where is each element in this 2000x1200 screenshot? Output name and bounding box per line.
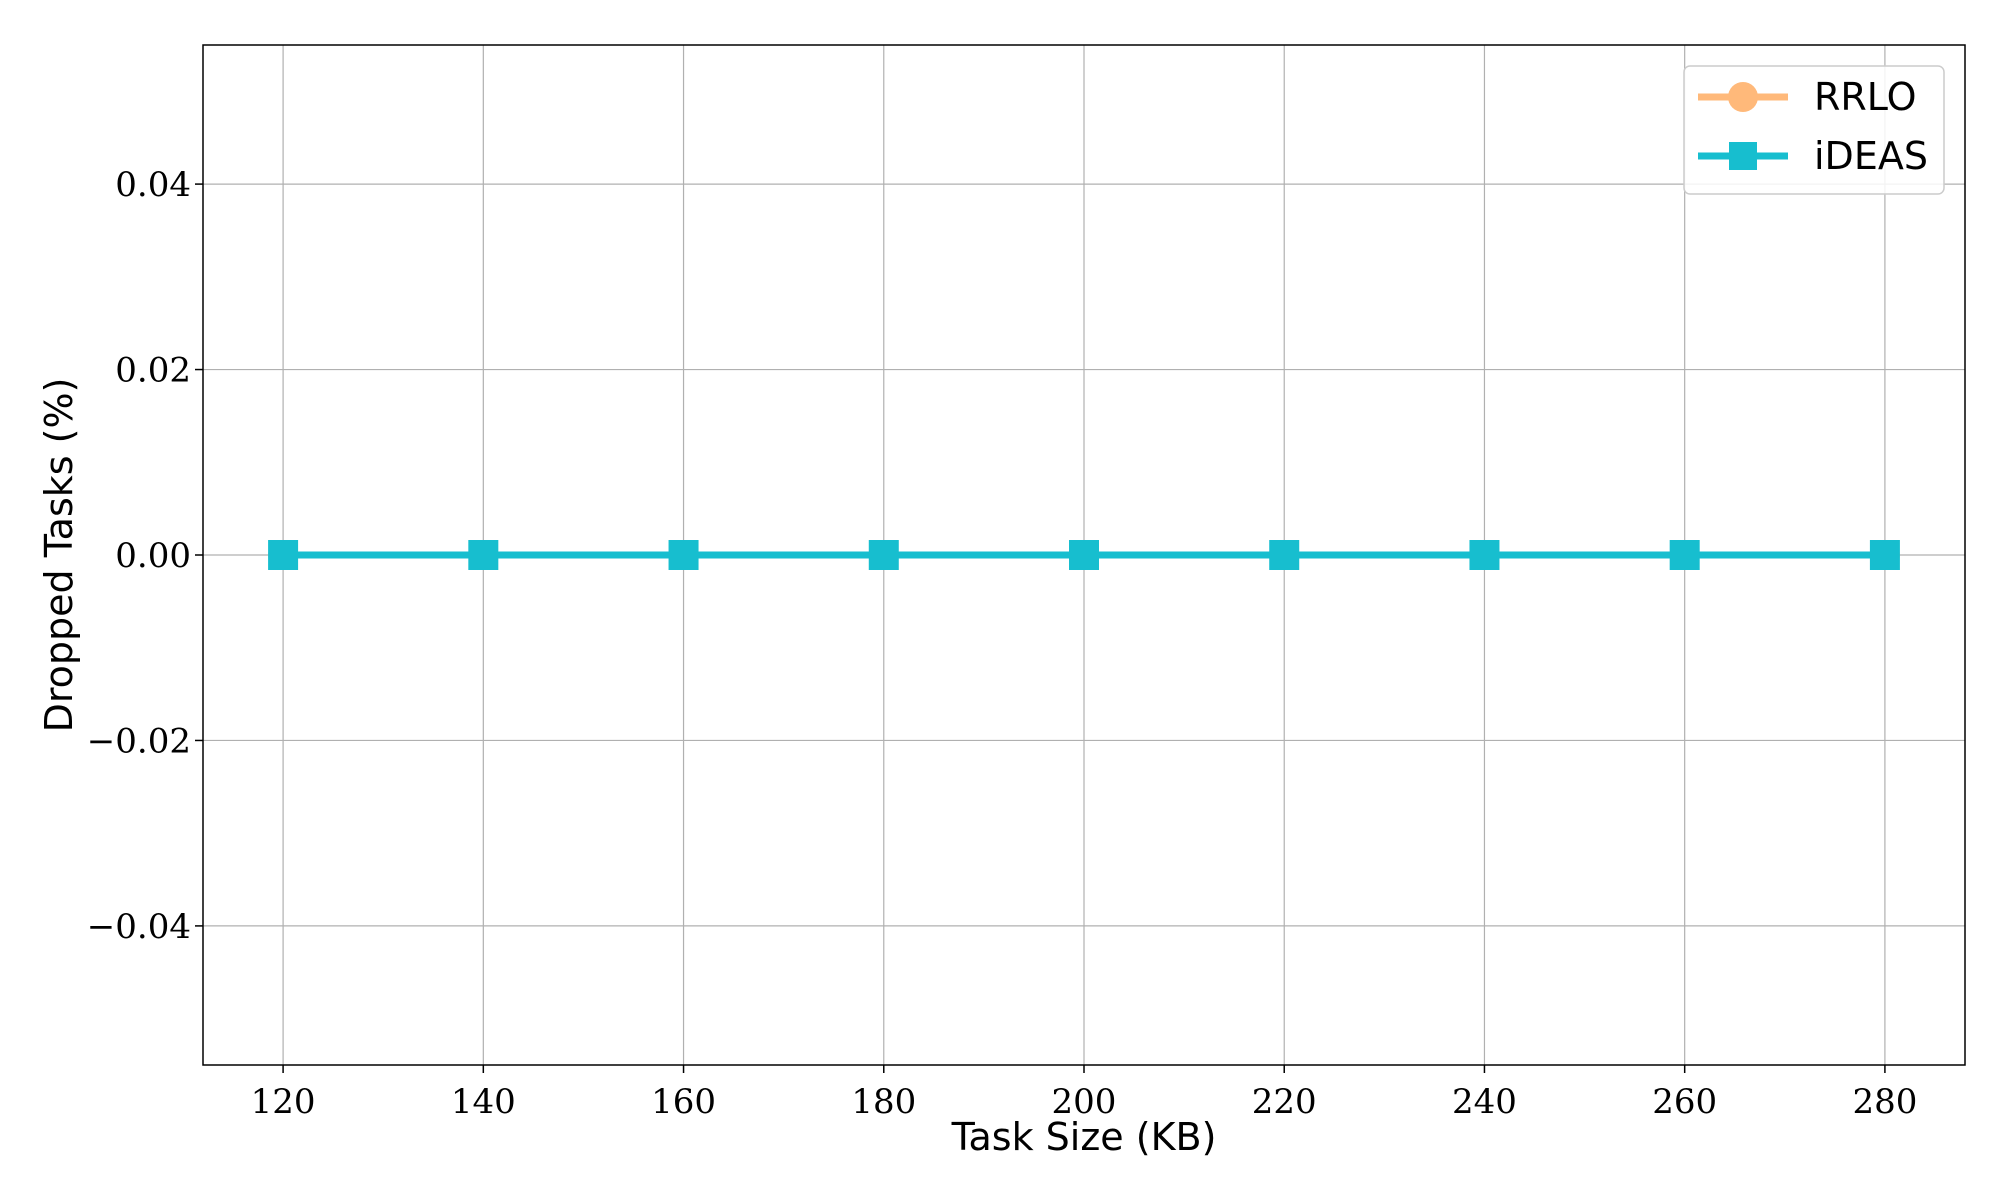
x-tick-label: 220: [1252, 1082, 1317, 1122]
y-tick-label: 0.04: [115, 165, 191, 205]
legend-marker-rrlo: [1728, 82, 1758, 112]
y-tick-label: −0.04: [87, 907, 191, 947]
data-point-ideas: [1269, 540, 1300, 570]
data-point-ideas: [868, 540, 899, 570]
x-tick-label: 140: [451, 1082, 516, 1122]
x-tick-label: 200: [1052, 1082, 1117, 1122]
y-tick-label: 0.00: [115, 536, 191, 576]
x-axis-title: Task Size (KB): [951, 1115, 1217, 1159]
legend-label-rrlo: RRLO: [1814, 75, 1917, 119]
x-tick-label: 260: [1652, 1082, 1717, 1122]
x-tick-label: 120: [251, 1082, 316, 1122]
x-tick-label: 280: [1852, 1082, 1917, 1122]
legend-marker-ideas: [1729, 142, 1757, 170]
x-tick-label: 240: [1452, 1082, 1517, 1122]
legend-label-ideas: iDEAS: [1814, 134, 1928, 178]
x-axis-ticks: 120 140 160 180 200 220 240 260 280: [251, 1065, 1917, 1122]
data-point-ideas: [468, 540, 499, 570]
data-point-ideas: [1869, 540, 1900, 570]
data-point-ideas: [268, 540, 299, 570]
data-point-ideas: [1469, 540, 1500, 570]
data-point-ideas: [1669, 540, 1700, 570]
data-point-ideas: [668, 540, 699, 570]
legend: RRLO iDEAS: [1683, 65, 1945, 195]
x-tick-label: 180: [851, 1082, 916, 1122]
y-tick-label: 0.02: [115, 351, 191, 391]
x-tick-label: 160: [651, 1082, 716, 1122]
y-axis-ticks: −0.04 −0.02 0.00 0.02 0.04: [87, 165, 203, 947]
y-tick-label: −0.02: [87, 721, 191, 761]
y-axis-title: Dropped Tasks (%): [37, 378, 81, 733]
series-layer: [268, 540, 1900, 570]
data-point-ideas: [1069, 540, 1099, 570]
